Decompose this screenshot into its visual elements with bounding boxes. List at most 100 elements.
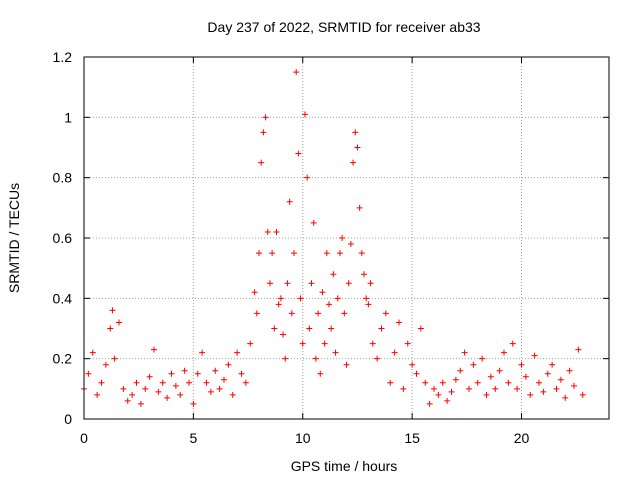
data-point <box>369 340 376 347</box>
data-point <box>400 385 407 392</box>
data-point <box>280 331 287 338</box>
data-point <box>286 198 293 205</box>
data-point <box>501 349 507 356</box>
tick-layer: 0 0.2 0.4 0.6 0.8 1 1.2 0 5 10 15 20 <box>53 49 609 446</box>
data-point <box>417 325 424 332</box>
data-point <box>275 301 282 308</box>
data-point <box>242 379 249 386</box>
data-point <box>203 379 210 386</box>
data-point <box>181 367 188 374</box>
data-point <box>159 379 166 386</box>
data-point <box>544 370 551 377</box>
data-point <box>221 376 227 383</box>
data-point <box>409 361 416 368</box>
y-axis-label: SRMTID / TECUs <box>6 183 22 293</box>
data-point <box>247 340 254 347</box>
data-point <box>518 361 525 368</box>
data-point <box>336 250 343 257</box>
data-point <box>363 295 370 302</box>
data-point <box>422 379 429 386</box>
grid-layer <box>84 57 609 419</box>
data-point <box>374 355 381 362</box>
data-point <box>343 361 350 368</box>
data-point <box>146 373 153 380</box>
data-point <box>557 376 564 383</box>
data-point <box>155 388 162 395</box>
data-point <box>334 295 341 302</box>
data-point <box>308 280 315 287</box>
data-point <box>212 367 219 374</box>
data-point <box>98 379 105 386</box>
data-point <box>461 349 468 356</box>
data-point <box>367 280 374 287</box>
data-point <box>238 370 245 377</box>
data-point <box>89 349 96 356</box>
x-tick-label: 10 <box>295 430 311 446</box>
data-point <box>356 204 363 211</box>
data-point <box>328 325 335 332</box>
data-point <box>339 235 346 241</box>
data-point <box>277 295 284 302</box>
data-point <box>264 228 271 235</box>
data-point <box>439 379 446 386</box>
data-point <box>172 382 179 389</box>
data-point <box>234 349 241 356</box>
data-point <box>251 289 258 296</box>
data-point <box>253 310 260 317</box>
data-point <box>352 129 359 136</box>
data-point <box>378 325 385 332</box>
data-point <box>293 69 300 76</box>
data-point <box>426 400 433 407</box>
data-point <box>216 385 223 392</box>
data-point <box>387 379 394 386</box>
data-point <box>487 373 494 380</box>
data-point <box>444 397 451 404</box>
data-point <box>133 379 140 386</box>
data-point <box>514 385 521 392</box>
data-point <box>306 325 313 332</box>
data-point <box>282 355 289 362</box>
data-point <box>260 129 267 136</box>
data-point <box>304 174 311 181</box>
data-point <box>102 361 109 368</box>
data-point <box>199 349 206 356</box>
data-point <box>321 340 328 347</box>
data-point <box>457 367 464 374</box>
data-point <box>168 370 175 377</box>
data-point <box>474 379 481 386</box>
data-point <box>271 325 278 332</box>
data-point <box>301 111 308 118</box>
data-point <box>579 391 586 398</box>
data-point <box>350 159 357 166</box>
data-point <box>483 391 490 398</box>
data-point <box>571 382 577 389</box>
data-point <box>341 310 348 317</box>
data-point <box>358 250 365 257</box>
data-point <box>448 388 455 395</box>
data-point <box>177 391 184 398</box>
data-point <box>540 388 547 395</box>
data-point <box>194 370 201 377</box>
y-tick-label: 1 <box>64 109 72 125</box>
data-point <box>312 355 319 362</box>
data-point <box>566 367 573 374</box>
data-point <box>391 349 398 356</box>
data-point <box>505 379 512 386</box>
data-point <box>225 361 232 368</box>
x-tick-label: 15 <box>404 430 420 446</box>
data-point <box>107 325 114 332</box>
data-point <box>266 280 273 287</box>
data-point <box>479 355 486 362</box>
data-point <box>549 361 556 368</box>
data-point <box>531 352 538 359</box>
data-point <box>466 385 472 392</box>
y-tick-label: 0.8 <box>53 170 73 186</box>
data-point <box>527 391 534 398</box>
data-point <box>317 370 324 377</box>
data-point <box>354 144 361 151</box>
data-point <box>332 349 339 356</box>
data-point <box>229 391 236 398</box>
data-point <box>345 280 352 287</box>
